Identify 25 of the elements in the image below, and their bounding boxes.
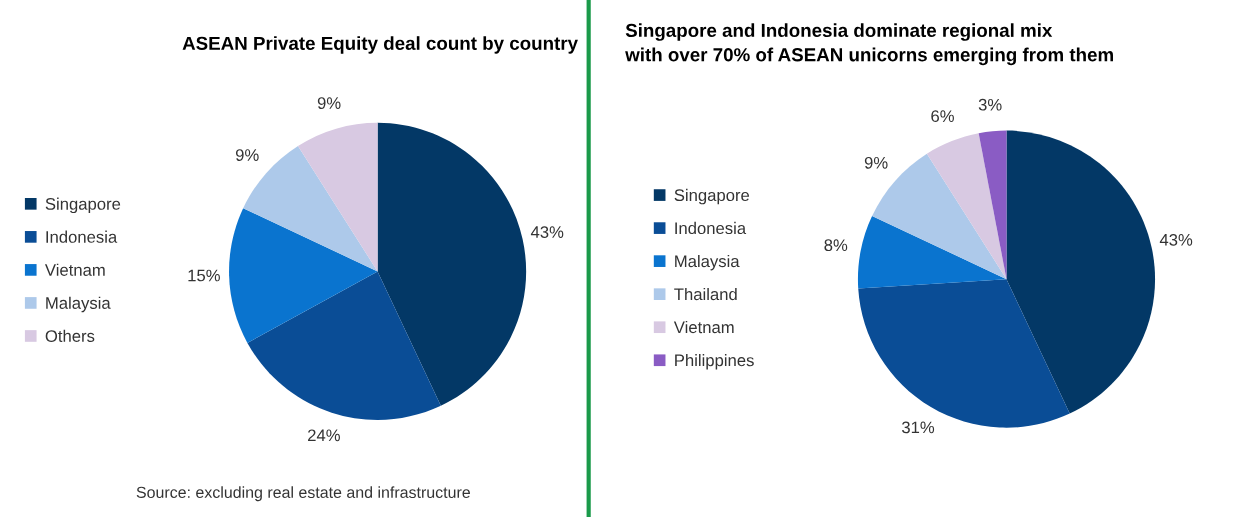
legend-label: Singapore [45, 197, 121, 214]
legend-label: Thailand [674, 287, 737, 301]
data-label: 9% [235, 149, 259, 161]
chart-title: Singapore and Indonesia dominate regional mix with over 70% of ASEAN unicorns emerging from them [625, 23, 1113, 66]
data-label: 31% [901, 421, 935, 434]
data-label: 9% [317, 97, 341, 109]
data-label: 43% [530, 226, 564, 238]
data-label: 24% [308, 429, 340, 442]
legend-label: Singapore [674, 188, 750, 205]
data-label: 6% [931, 110, 954, 123]
legend-label: Malaysia [675, 254, 740, 271]
legend-label: Malaysia [46, 296, 111, 313]
legend-label: Vietnam [673, 320, 734, 334]
data-label: 9% [864, 156, 888, 169]
data-label: 43% [1159, 233, 1193, 246]
chart-title: ASEAN Private Equity deal count by country [182, 36, 578, 54]
legend-label: Others [45, 329, 95, 342]
data-label: 8% [824, 239, 848, 252]
legend-label: Indonesia [675, 221, 747, 235]
data-label: 3% [978, 98, 1002, 111]
legend-label: Indonesia [46, 230, 118, 243]
source-note: Source: excluding real estate and infrastructure [136, 486, 470, 502]
legend-label: Vietnam [44, 263, 105, 276]
legend-label: Philippines [675, 354, 754, 370]
data-label: 15% [188, 269, 220, 282]
